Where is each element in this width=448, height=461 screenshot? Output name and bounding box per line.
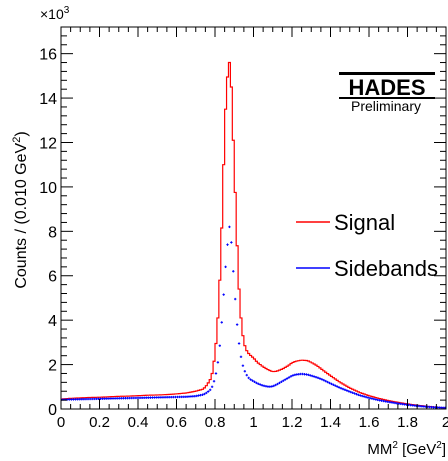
y-tick-label: 2 [48,358,57,375]
hades-logo-bar-bottom [339,97,435,99]
x-tick-label: 2 [442,414,448,431]
y-axis-label-sup: 2 [11,137,23,143]
x-tick-label: 1.6 [359,414,380,431]
y-tick-label: 10 [39,180,57,197]
watermark-preliminary: Preliminary [351,98,421,114]
x-tick-label: 1.2 [282,414,303,431]
y-axis-label: Counts / (0.010 GeV2) [11,131,30,288]
y-multiplier: ×103 [40,5,70,22]
y-multiplier-exponent: 3 [64,5,70,16]
x-tick-label: 1.4 [320,414,341,431]
x-axis-label: MM2 [GeV2] [367,440,446,458]
y-tick-label: 6 [48,269,57,286]
x-axis-label-unit: [GeV [398,441,436,458]
x-axis-label-unit-sup: 2 [436,440,442,451]
sidebands-markers [60,225,447,410]
y-tick-label: 12 [39,135,57,152]
x-tick-label: 1 [249,414,257,431]
hades-logo-bar-top [339,72,435,75]
x-axis-label-text: MM [367,441,392,458]
y-tick-label: 4 [48,313,57,330]
svg-text:Counts / (0.010 GeV2): Counts / (0.010 GeV2) [11,131,30,288]
legend: Signal Sidebands [296,210,438,281]
x-tick-label: 0.4 [128,414,149,431]
x-tick-label: 0.8 [205,414,226,431]
y-axis-label-close: ) [13,131,30,136]
y-axis-label-text: Counts / (0.010 GeV [13,142,30,288]
hades-watermark: HADES Preliminary [339,72,435,114]
legend-label: Signal [334,210,395,235]
x-tick-label: 0.6 [166,414,187,431]
x-axis-label-sup: 2 [392,440,398,451]
y-tick-label: 8 [48,224,57,241]
x-tick-label: 0.2 [89,414,110,431]
x-axis-label-unit-close: ] [442,441,446,458]
svg-text:MM2 [GeV2]: MM2 [GeV2] [367,440,446,458]
x-tick-label: 0 [57,414,65,431]
x-tick-label: 1.8 [397,414,418,431]
y-tick-label: 16 [39,47,57,64]
y-tick-label: 14 [39,91,57,108]
hades-logo: HADES [348,75,425,100]
axes-layer: 0 0.2 0.4 0.6 0.8 1 1.2 1.4 1.6 1.8 2 0 2 4 6 8 10 12 14 16 [39,26,448,431]
signal-histogram [61,61,446,409]
y-multiplier-base: ×10 [40,6,64,22]
y-tick-label: 0 [48,402,57,419]
legend-label: Sidebands [334,256,438,281]
svg-text:×103: ×103 [40,5,70,22]
series-layer [60,61,447,410]
